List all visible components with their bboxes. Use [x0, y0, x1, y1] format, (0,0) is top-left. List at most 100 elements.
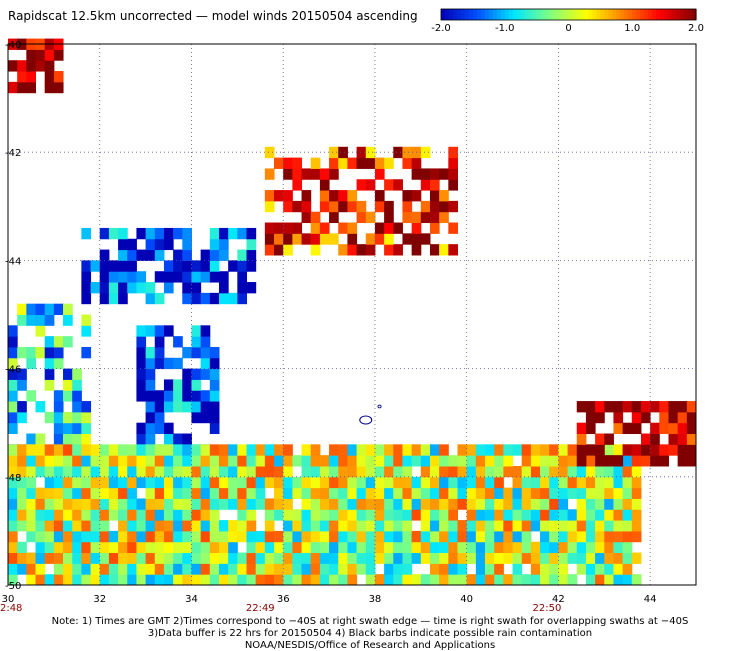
wind-cell	[118, 260, 128, 272]
wind-cell	[182, 368, 192, 380]
wind-cells	[8, 38, 697, 586]
wind-cell	[154, 271, 165, 283]
wind-cell	[622, 563, 633, 575]
wind-cell	[8, 390, 18, 402]
wind-cell	[145, 498, 156, 510]
wind-cell	[218, 227, 229, 240]
wind-cell	[81, 271, 92, 283]
wind-cell	[365, 487, 376, 499]
wind-cell	[329, 476, 339, 489]
wind-cell	[237, 455, 248, 467]
wind-cell	[384, 498, 394, 510]
wind-cell	[503, 552, 514, 564]
wind-cell	[283, 487, 293, 499]
wind-cell	[44, 71, 55, 83]
wind-cell	[173, 487, 183, 499]
wind-cell	[347, 530, 358, 543]
wind-cell	[420, 498, 431, 510]
wind-cell	[301, 455, 312, 467]
wind-cell	[503, 498, 514, 510]
wind-cell	[494, 444, 504, 456]
wind-cell	[209, 444, 220, 456]
wind-cell	[374, 487, 385, 499]
wind-cell	[218, 444, 229, 456]
wind-cell	[540, 487, 550, 499]
wind-cell	[237, 260, 248, 272]
wind-cell	[44, 444, 55, 456]
wind-cell	[374, 476, 385, 489]
wind-cell	[53, 411, 64, 424]
wind-cell	[72, 444, 82, 456]
wind-cell	[549, 530, 559, 543]
wind-cell	[191, 325, 202, 337]
colorbar-segment	[612, 9, 617, 20]
wind-cell	[99, 465, 110, 478]
wind-cell	[356, 498, 367, 510]
wind-cell	[81, 455, 92, 467]
wind-cell	[127, 465, 137, 478]
wind-cell	[108, 530, 119, 543]
wind-cell	[72, 422, 82, 435]
wind-cell	[365, 541, 376, 554]
wind-cell	[622, 487, 633, 499]
wind-cell	[191, 509, 202, 521]
wind-cell	[503, 455, 514, 467]
wind-cell	[17, 465, 27, 478]
wind-cell	[402, 146, 413, 159]
colorbar-segment	[648, 9, 653, 20]
colorbar-segment	[584, 9, 590, 20]
wind-cell	[338, 520, 348, 532]
wind-cell	[393, 244, 403, 256]
wind-cell	[26, 509, 37, 521]
wind-cell	[283, 455, 293, 467]
wind-cell	[237, 563, 248, 575]
wind-cell	[329, 168, 339, 180]
wind-cell	[613, 498, 624, 510]
wind-cell	[35, 325, 46, 337]
wind-cell	[503, 509, 514, 521]
wind-cell	[439, 200, 449, 213]
wind-cell	[72, 368, 82, 380]
wind-cell	[255, 444, 266, 456]
wind-cell	[136, 465, 147, 478]
wind-cell	[420, 233, 431, 245]
wind-cell	[686, 422, 697, 435]
wind-cell	[310, 233, 321, 245]
wind-cell	[283, 444, 293, 456]
wind-cell	[182, 292, 192, 305]
wind-cell	[136, 346, 147, 359]
wind-cell	[209, 465, 220, 478]
wind-cell	[310, 498, 321, 510]
wind-cell	[118, 476, 128, 489]
wind-cell	[301, 487, 312, 499]
wind-cell	[200, 292, 211, 305]
wind-cell	[145, 541, 156, 554]
wind-cell	[154, 487, 165, 499]
wind-cell	[439, 520, 449, 532]
y-tick-label: -44	[5, 256, 21, 267]
wind-cell	[246, 260, 257, 272]
wind-cell	[264, 444, 275, 456]
wind-cell	[218, 465, 229, 478]
wind-cell	[63, 303, 73, 315]
wind-cell	[631, 422, 642, 435]
wind-cell	[530, 498, 541, 510]
wind-cell	[209, 574, 220, 586]
wind-cell	[154, 509, 165, 521]
wind-cell	[420, 465, 431, 478]
wind-cell	[209, 563, 220, 575]
wind-cell	[420, 444, 431, 456]
wind-cell	[237, 487, 248, 499]
wind-cell	[319, 541, 330, 554]
colorbar-segment	[448, 9, 454, 20]
wind-cell	[26, 71, 37, 83]
wind-cell	[17, 552, 27, 564]
wind-cell	[264, 552, 275, 564]
wind-cell	[540, 476, 550, 489]
wind-cell	[530, 541, 541, 554]
chart-title: Rapidscat 12.5km uncorrected — model win…	[8, 9, 418, 23]
wind-cell	[411, 244, 422, 256]
colorbar-segment	[556, 9, 562, 20]
colorbar-segment	[548, 9, 554, 20]
